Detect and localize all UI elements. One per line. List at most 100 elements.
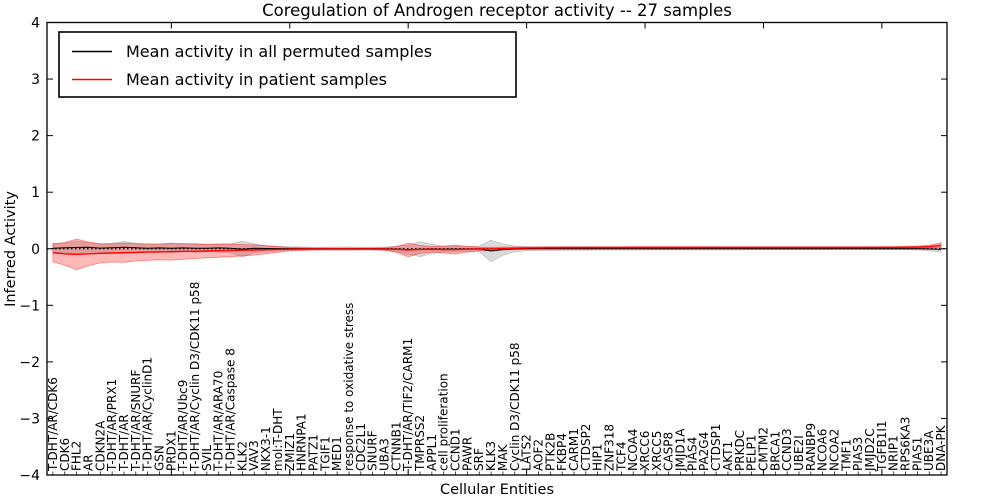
x-category-label: ZNF318 bbox=[603, 424, 617, 471]
x-category-label: NRIP1 bbox=[887, 435, 901, 471]
x-category-label: ZMIZ1 bbox=[283, 433, 297, 471]
x-category-label: TCF4 bbox=[614, 441, 628, 472]
y-tick-label: −3 bbox=[19, 411, 40, 427]
x-category-label: HIP1 bbox=[591, 444, 605, 471]
x-category-label: cell proliferation bbox=[437, 373, 451, 471]
x-category-label: NKX3-1 bbox=[259, 426, 273, 471]
x-category-label: NCOA6 bbox=[816, 429, 830, 471]
legend-box bbox=[58, 31, 517, 98]
x-category-label: CTDSP2 bbox=[579, 424, 593, 471]
y-tick-labels: −4 −3 −2 −1 0 1 2 3 4 bbox=[19, 16, 40, 485]
y-tick-label: −1 bbox=[19, 298, 40, 314]
x-category-label: T-DHT/AR/ARA70 bbox=[212, 371, 226, 472]
x-category-label: CCND3 bbox=[780, 428, 794, 471]
x-category-label: PAWR bbox=[460, 437, 474, 471]
x-category-label: T-DHT/AR/Ubc9 bbox=[176, 380, 190, 472]
x-category-label: TGFB1I1 bbox=[875, 420, 889, 472]
x-category-label: PIAS3 bbox=[851, 437, 865, 471]
y-tick-label: −4 bbox=[19, 468, 40, 484]
x-category-label: GSN bbox=[153, 445, 167, 471]
x-category-label: T-DHT/AR/Caspase 8 bbox=[224, 348, 238, 472]
x-category-label: CCND1 bbox=[449, 428, 463, 471]
x-category-label: CMTM2 bbox=[756, 427, 770, 471]
x-category-label: NCOA2 bbox=[828, 429, 842, 471]
x-category-label: SRF bbox=[472, 448, 486, 471]
x-category-label: AOF2 bbox=[531, 439, 545, 471]
x-category-label: PELP1 bbox=[745, 435, 759, 471]
x-category-label: T-DHT/AR/SNURF bbox=[129, 370, 143, 473]
x-category-label: PTK2B bbox=[543, 433, 557, 471]
x-category-label: PRKDC bbox=[733, 430, 747, 471]
x-category-label: Cyclin D3/CDK11 p58 bbox=[508, 342, 522, 471]
x-category-label: PATZ1 bbox=[306, 434, 320, 471]
x-category-label: CASP8 bbox=[662, 432, 676, 471]
x-category-label: mol:T-DHT bbox=[271, 408, 285, 471]
x-category-label: JMJD2C bbox=[863, 428, 877, 472]
x-category-label: UBE2I bbox=[792, 435, 806, 471]
x-category-label: HNRNPA1 bbox=[295, 413, 309, 471]
x-category-label: PIAS1 bbox=[910, 437, 924, 471]
x-category-label: APPL1 bbox=[425, 434, 439, 471]
x-category-label: KLK2 bbox=[235, 441, 249, 471]
x-category-label: KLK3 bbox=[484, 441, 498, 471]
x-category-label: UBE3A bbox=[922, 430, 936, 471]
x-category-label: LATS2 bbox=[520, 434, 534, 471]
x-category-label: CDKN2A bbox=[93, 420, 107, 471]
x-axis-label: Cellular Entities bbox=[440, 482, 554, 498]
y-tick-label: 4 bbox=[31, 16, 40, 32]
x-category-label: SNURF bbox=[366, 430, 380, 471]
x-category-label: AR bbox=[81, 454, 95, 471]
x-category-label: T-DHT/AR bbox=[117, 414, 131, 472]
x-category-label: PRDX1 bbox=[164, 430, 178, 471]
x-category-label: TMPRSS2 bbox=[413, 415, 427, 472]
x-category-label: DNA-PK bbox=[934, 424, 948, 471]
x-category-label: T-DHT/AR/CDK6 bbox=[46, 377, 60, 472]
permuted-line bbox=[52, 246, 942, 252]
legend: Mean activity in all permuted samples Me… bbox=[58, 31, 517, 98]
legend-label-permuted: Mean activity in all permuted samples bbox=[126, 42, 432, 61]
x-category-label: FHL2 bbox=[70, 441, 84, 471]
x-category-label: XRCC6 bbox=[638, 431, 652, 471]
x-category-label: T-DHT/AR/CyclinD1 bbox=[141, 357, 155, 472]
x-category-label: XRCC5 bbox=[650, 431, 664, 471]
series-lines bbox=[52, 244, 942, 256]
x-category-label: BRCA1 bbox=[768, 431, 782, 471]
legend-label-patient: Mean activity in patient samples bbox=[126, 70, 387, 89]
x-category-label: MAK bbox=[496, 443, 510, 471]
x-category-label: T-DHT/AR/TIF2/CARM1 bbox=[401, 338, 415, 472]
x-category-label: CTDSP1 bbox=[709, 424, 723, 471]
x-category-label: RPS6KA3 bbox=[899, 417, 913, 471]
x-category-label: SVIL bbox=[200, 445, 214, 471]
x-category-label: CDC2L1 bbox=[354, 423, 368, 471]
x-category-label: TMF1 bbox=[839, 439, 853, 472]
x-category-label: PA2G4 bbox=[697, 432, 711, 471]
x-category-label: NCOA4 bbox=[626, 429, 640, 471]
y-tick-label: −2 bbox=[19, 355, 40, 371]
x-category-label: JMJD1A bbox=[674, 428, 688, 472]
y-tick-label: 0 bbox=[31, 242, 40, 258]
axes-frame bbox=[46, 21, 948, 476]
x-category-label: CTNNB1 bbox=[389, 421, 403, 471]
x-category-label: RANBP9 bbox=[804, 423, 818, 471]
x-category-label: PIAS4 bbox=[685, 437, 699, 471]
patient-line bbox=[52, 244, 942, 256]
x-category-label: MED1 bbox=[330, 436, 344, 471]
x-category-label: T-DHT/AR/Cyclin D3/CDK11 p58 bbox=[188, 282, 202, 472]
chart-title: Coregulation of Androgen receptor activi… bbox=[262, 1, 732, 20]
x-category-label: TGIF1 bbox=[318, 436, 332, 472]
x-category-label: VAV3 bbox=[247, 440, 261, 471]
x-category-label: response to oxidative stress bbox=[342, 303, 356, 471]
y-tick-label: 2 bbox=[31, 129, 40, 145]
x-category-label: AKT1 bbox=[721, 441, 735, 471]
x-category-label: UBA3 bbox=[378, 438, 392, 471]
x-category-label: CARM1 bbox=[567, 428, 581, 471]
x-category-label: FKBP4 bbox=[555, 433, 569, 471]
permuted-band bbox=[52, 239, 942, 263]
x-tick-labels: T-DHT/AR/CDK6CDK6FHL2ARCDKN2AT-DHT/AR/PR… bbox=[46, 282, 948, 472]
x-category-label: CDK6 bbox=[58, 438, 72, 471]
y-tick-label: 1 bbox=[31, 185, 40, 201]
x-category-label: T-DHT/AR/PRX1 bbox=[105, 379, 119, 472]
y-axis-label: Inferred Activity bbox=[3, 191, 19, 307]
